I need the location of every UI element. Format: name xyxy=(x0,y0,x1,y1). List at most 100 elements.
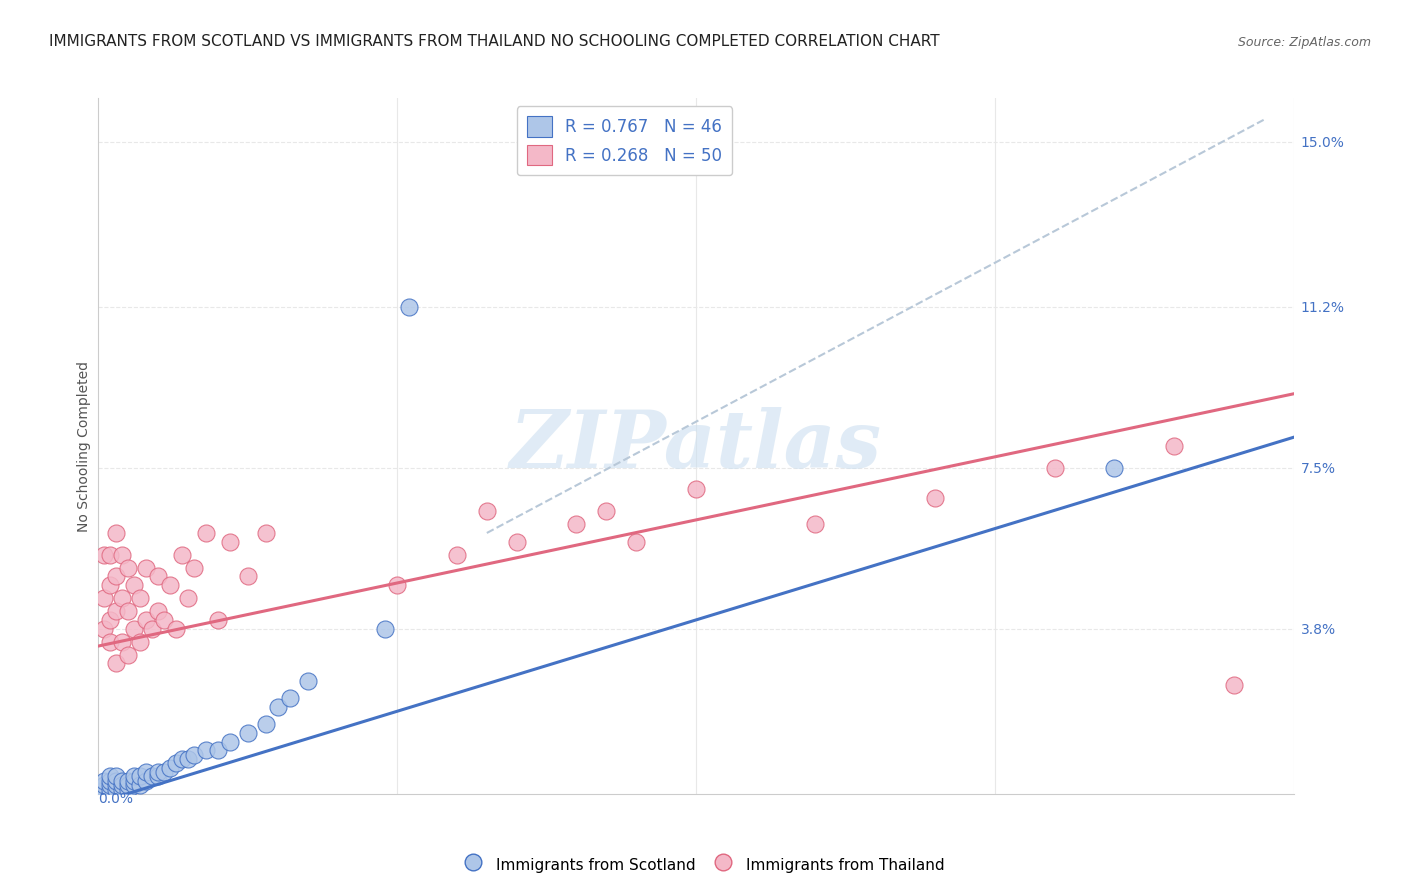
Point xyxy=(297,673,319,688)
Point xyxy=(236,726,259,740)
Point xyxy=(111,591,134,606)
Point xyxy=(93,548,115,562)
Point xyxy=(1043,460,1066,475)
Point xyxy=(93,591,115,606)
Point xyxy=(626,534,648,549)
Point xyxy=(1104,460,1126,475)
Point xyxy=(100,787,122,801)
Point xyxy=(93,787,115,801)
Point xyxy=(117,561,139,575)
Point xyxy=(129,591,152,606)
Point xyxy=(100,769,122,784)
Point xyxy=(236,569,259,583)
Point xyxy=(111,634,134,648)
Point xyxy=(100,578,122,592)
Point xyxy=(129,634,152,648)
Text: 0.0%: 0.0% xyxy=(98,792,134,806)
Point xyxy=(105,773,128,788)
Point xyxy=(100,773,122,788)
Point xyxy=(278,691,301,706)
Point xyxy=(398,300,420,314)
Point xyxy=(165,756,187,771)
Point xyxy=(105,782,128,797)
Point xyxy=(100,613,122,627)
Point xyxy=(207,613,229,627)
Point xyxy=(117,778,139,792)
Point xyxy=(219,534,242,549)
Point xyxy=(385,578,409,592)
Point xyxy=(105,778,128,792)
Point xyxy=(100,634,122,648)
Point xyxy=(172,752,194,766)
Point xyxy=(105,569,128,583)
Point xyxy=(254,526,277,541)
Point xyxy=(105,604,128,618)
Point xyxy=(100,778,122,792)
Point xyxy=(93,778,115,792)
Point xyxy=(177,591,200,606)
Point xyxy=(93,622,115,636)
Point xyxy=(129,769,152,784)
Point xyxy=(183,747,205,762)
Point xyxy=(141,769,163,784)
Point xyxy=(595,504,617,518)
Point xyxy=(148,604,170,618)
Point xyxy=(172,548,194,562)
Point xyxy=(93,773,115,788)
Point xyxy=(117,648,139,662)
Point xyxy=(111,773,134,788)
Text: Source: ZipAtlas.com: Source: ZipAtlas.com xyxy=(1237,36,1371,49)
Point xyxy=(117,773,139,788)
Point xyxy=(924,491,946,505)
Point xyxy=(165,622,187,636)
Point xyxy=(207,743,229,757)
Point xyxy=(111,548,134,562)
Point xyxy=(153,765,176,780)
Point xyxy=(124,622,146,636)
Point xyxy=(267,699,290,714)
Point xyxy=(135,613,157,627)
Point xyxy=(148,765,170,780)
Point xyxy=(148,769,170,784)
Point xyxy=(111,778,134,792)
Point xyxy=(105,657,128,671)
Text: ZIPatlas: ZIPatlas xyxy=(510,408,882,484)
Text: IMMIGRANTS FROM SCOTLAND VS IMMIGRANTS FROM THAILAND NO SCHOOLING COMPLETED CORR: IMMIGRANTS FROM SCOTLAND VS IMMIGRANTS F… xyxy=(49,34,939,49)
Y-axis label: No Schooling Completed: No Schooling Completed xyxy=(77,360,91,532)
Point xyxy=(506,534,529,549)
Point xyxy=(105,769,128,784)
Point xyxy=(374,622,396,636)
Point xyxy=(117,782,139,797)
Point xyxy=(129,778,152,792)
Point xyxy=(159,761,181,775)
Point xyxy=(177,752,200,766)
Point xyxy=(124,578,146,592)
Point xyxy=(195,526,218,541)
Point xyxy=(804,517,827,532)
Point xyxy=(100,548,122,562)
Point xyxy=(565,517,588,532)
Point xyxy=(105,526,128,541)
Point xyxy=(446,548,468,562)
Point xyxy=(1223,678,1246,692)
Point xyxy=(124,773,146,788)
Point xyxy=(141,622,163,636)
Legend: Immigrants from Scotland, Immigrants from Thailand: Immigrants from Scotland, Immigrants fro… xyxy=(456,849,950,880)
Point xyxy=(148,569,170,583)
Point xyxy=(124,778,146,792)
Point xyxy=(135,773,157,788)
Point xyxy=(135,561,157,575)
Point xyxy=(685,483,707,497)
Point xyxy=(117,604,139,618)
Point xyxy=(195,743,218,757)
Legend: R = 0.767   N = 46, R = 0.268   N = 50: R = 0.767 N = 46, R = 0.268 N = 50 xyxy=(516,106,733,176)
Point xyxy=(183,561,205,575)
Point xyxy=(111,782,134,797)
Point xyxy=(159,578,181,592)
Point xyxy=(93,782,115,797)
Point xyxy=(475,504,498,518)
Point xyxy=(124,769,146,784)
Point xyxy=(135,765,157,780)
Point xyxy=(1163,439,1185,453)
Point xyxy=(100,782,122,797)
